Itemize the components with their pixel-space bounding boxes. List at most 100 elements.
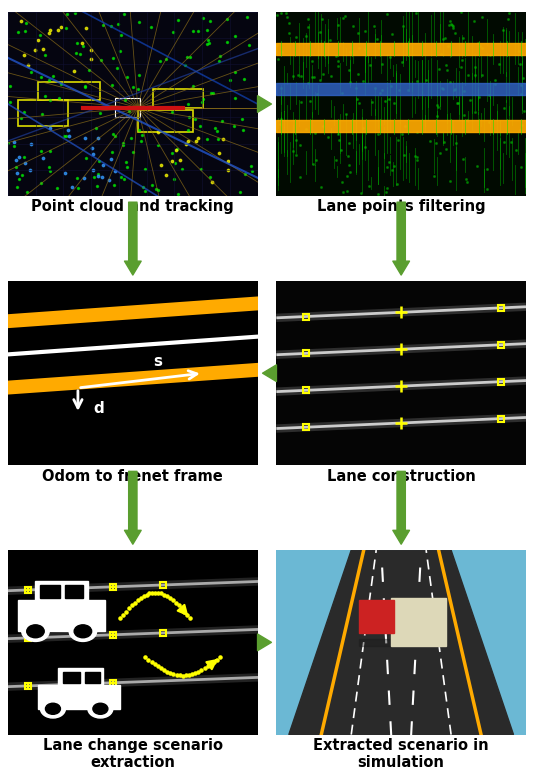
Point	[20, 151, 28, 163]
Point	[388, 27, 396, 40]
Point	[53, 182, 61, 194]
Point	[248, 165, 256, 178]
Point	[292, 31, 300, 44]
Point	[477, 11, 486, 24]
Point	[312, 154, 320, 166]
Point	[191, 135, 200, 147]
Point	[478, 42, 486, 55]
Point	[134, 16, 143, 28]
Point	[360, 24, 369, 37]
Text: Odom to frenet frame: Odom to frenet frame	[43, 469, 223, 484]
Point	[26, 164, 34, 176]
Point	[373, 128, 382, 140]
Point	[213, 125, 222, 137]
Point	[339, 186, 347, 198]
Bar	[85, 672, 100, 683]
Point	[359, 122, 367, 135]
Point	[107, 78, 116, 91]
Text: Lane points filtering: Lane points filtering	[317, 199, 485, 214]
Point	[500, 136, 509, 148]
Point	[459, 153, 467, 165]
Point	[49, 70, 57, 82]
Point	[194, 25, 202, 38]
Point	[161, 169, 170, 182]
Point	[141, 162, 150, 175]
Point	[361, 141, 370, 154]
Point	[119, 136, 127, 149]
Bar	[277, 120, 526, 132]
Point	[14, 25, 22, 38]
Point	[303, 20, 312, 33]
Point	[281, 7, 290, 20]
Point	[385, 93, 394, 106]
Circle shape	[93, 703, 108, 714]
Point	[439, 82, 447, 95]
Point	[441, 31, 450, 44]
Point	[120, 8, 128, 20]
Point	[94, 132, 103, 144]
Point	[80, 172, 88, 184]
Point	[274, 53, 282, 66]
Point	[137, 135, 145, 147]
Point	[449, 22, 458, 34]
Point	[122, 71, 131, 83]
Point	[24, 58, 33, 71]
Point	[96, 107, 105, 119]
Point	[517, 160, 525, 172]
Point	[474, 37, 482, 49]
Point	[440, 136, 449, 148]
Point	[223, 13, 231, 25]
Point	[189, 80, 197, 93]
Point	[13, 180, 21, 193]
Point	[168, 106, 177, 118]
Point	[383, 162, 391, 174]
Point	[344, 64, 353, 76]
Point	[224, 163, 232, 176]
Point	[399, 149, 408, 162]
Point	[152, 183, 160, 195]
Point	[301, 29, 310, 42]
Point	[94, 170, 103, 183]
Point	[36, 144, 45, 157]
Point	[337, 144, 345, 157]
Point	[491, 73, 499, 85]
Point	[183, 51, 191, 64]
Point	[231, 30, 239, 42]
Bar	[138, 110, 193, 132]
Point	[154, 125, 162, 138]
Point	[376, 86, 384, 99]
Point	[73, 172, 81, 184]
Point	[459, 32, 468, 45]
Point	[171, 144, 180, 157]
Polygon shape	[289, 550, 514, 735]
Point	[203, 24, 211, 37]
Point	[442, 143, 451, 155]
Point	[78, 36, 87, 49]
Point	[311, 127, 319, 140]
Point	[41, 90, 49, 103]
Point	[355, 42, 363, 54]
Point	[439, 32, 447, 45]
Point	[46, 165, 54, 178]
Point	[135, 123, 143, 136]
Point	[236, 186, 245, 198]
Point	[99, 159, 107, 172]
Point	[332, 154, 340, 167]
Bar	[38, 684, 120, 709]
Point	[207, 176, 216, 188]
Point	[297, 70, 305, 82]
Point	[292, 148, 301, 161]
Point	[82, 152, 91, 165]
Point	[390, 159, 398, 172]
Point	[37, 71, 45, 84]
Text: Lane change scenario
extraction: Lane change scenario extraction	[43, 738, 223, 770]
Circle shape	[22, 621, 49, 641]
Point	[443, 64, 451, 76]
Point	[318, 13, 327, 26]
Point	[378, 58, 387, 71]
Point	[333, 60, 342, 72]
Point	[242, 10, 251, 23]
Point	[15, 173, 23, 186]
Point	[99, 19, 107, 31]
Point	[238, 112, 247, 125]
